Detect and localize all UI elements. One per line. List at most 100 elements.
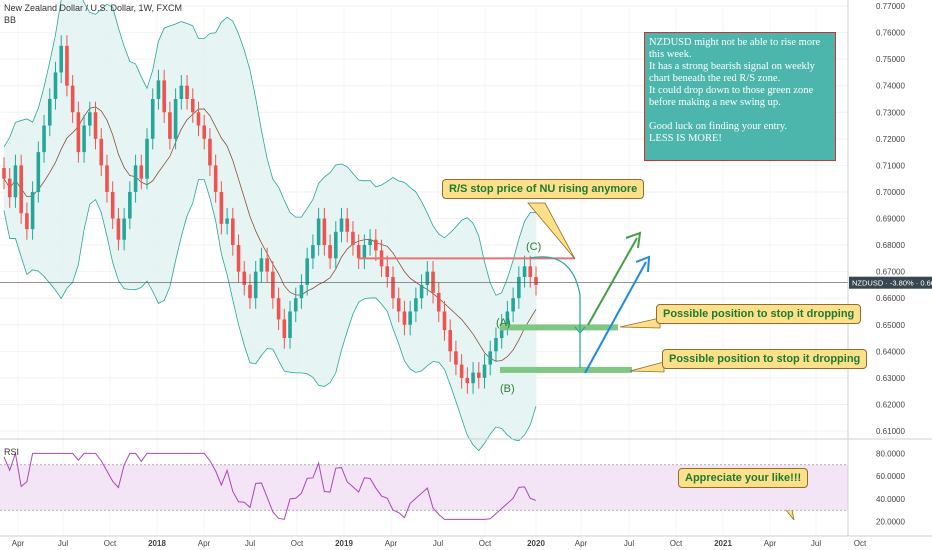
candle-body bbox=[88, 112, 92, 126]
price-tick-label: 0.71000 bbox=[876, 161, 905, 170]
candle-body bbox=[59, 45, 64, 73]
time-tick-label: Apr bbox=[575, 539, 588, 548]
candle-body bbox=[402, 311, 407, 325]
candle-body bbox=[271, 271, 275, 299]
candle-body bbox=[299, 284, 304, 299]
price-tick-label: 0.74000 bbox=[876, 82, 905, 91]
price-tag-label: NZDUSD · -3.80% · 0.66583 bbox=[852, 279, 932, 288]
time-tick-label: Jul bbox=[811, 539, 821, 548]
time-tick-label: Apr bbox=[764, 539, 777, 548]
position-callout-lower: Possible position to stop it dropping bbox=[662, 349, 868, 369]
candle-body bbox=[476, 372, 481, 378]
candle-body bbox=[213, 165, 218, 192]
candle-body bbox=[265, 258, 269, 272]
candle-body bbox=[99, 138, 104, 166]
wave-label-b: (B) bbox=[500, 383, 515, 395]
candle-body bbox=[465, 377, 470, 384]
candle-body bbox=[396, 298, 401, 312]
candle-body bbox=[419, 284, 424, 299]
bb-fill bbox=[4, 0, 536, 451]
candle-body bbox=[282, 319, 287, 339]
price-tick-label: 0.69000 bbox=[876, 215, 905, 224]
price-tick-label: 0.77000 bbox=[876, 2, 905, 11]
zone-lower bbox=[500, 366, 632, 373]
rsi-label[interactable]: RSI bbox=[4, 447, 20, 457]
time-axis[interactable]: Apr Jul Oct 2018 Apr Jul Oct 2019 Apr Jul Oct 2020 A… bbox=[0, 535, 932, 548]
candle-body bbox=[471, 372, 475, 384]
price-tick-label: 0.72000 bbox=[876, 135, 905, 144]
candle-body bbox=[128, 191, 132, 219]
rsi-tick-label: 40.0000 bbox=[876, 495, 905, 504]
rsi-tick-label: 80.0000 bbox=[876, 449, 905, 458]
candle-body bbox=[173, 98, 178, 139]
candle-body bbox=[436, 292, 441, 312]
candle-body bbox=[36, 152, 41, 192]
candle-body bbox=[70, 85, 75, 113]
time-tick-label: Apr bbox=[385, 539, 398, 548]
rsi-tick-label: 20.0000 bbox=[876, 518, 905, 527]
rs-callout: R/S stop price of NU rising anymore bbox=[442, 179, 645, 199]
time-tick-label: Apr bbox=[12, 539, 25, 548]
candle-body bbox=[139, 165, 144, 179]
candle-body bbox=[13, 165, 18, 198]
candle-body bbox=[162, 80, 166, 113]
candle-body bbox=[499, 324, 504, 339]
candle-body bbox=[311, 245, 315, 259]
price-tick-label: 0.63000 bbox=[876, 374, 905, 383]
analysis-note: NZDUSD might not be able to rise more th… bbox=[644, 32, 836, 161]
price-axis[interactable]: 0.77000 0.76000 0.75000 0.74000 0.73000 0.720… bbox=[847, 0, 932, 536]
candle-body bbox=[65, 45, 69, 86]
candle-body bbox=[185, 85, 189, 99]
candle-body bbox=[133, 165, 138, 192]
like-callout: Appreciate your like!!! bbox=[678, 468, 809, 488]
candle-body bbox=[82, 125, 86, 153]
time-tick-label: 2019 bbox=[335, 539, 353, 548]
candle-body bbox=[236, 245, 241, 272]
bb-upper bbox=[3, 0, 537, 296]
candle-body bbox=[293, 298, 298, 312]
chart-title: New Zealand Dollar / U.S. Dollar, 1W, FX… bbox=[4, 3, 183, 13]
candle-body bbox=[459, 364, 464, 378]
price-tick-label: 0.66000 bbox=[876, 294, 905, 303]
arrow-blue-line bbox=[584, 261, 647, 374]
candle-body bbox=[534, 276, 538, 285]
candle-body bbox=[328, 245, 332, 259]
time-tick-label: 2020 bbox=[527, 539, 545, 548]
price-tick-label: 0.68000 bbox=[876, 241, 905, 250]
candle-body bbox=[368, 239, 372, 246]
projection-curve bbox=[529, 256, 581, 368]
candle-body bbox=[305, 258, 309, 285]
candle-body bbox=[454, 351, 458, 365]
candle-body bbox=[168, 112, 172, 139]
rsi-axis: 80.0000 60.0000 40.0000 20.0000 bbox=[876, 449, 905, 526]
time-tick-label: Jul bbox=[245, 539, 255, 548]
candle-body bbox=[351, 231, 355, 246]
candle-body bbox=[225, 218, 229, 224]
candle-body bbox=[408, 311, 412, 325]
candle-body bbox=[2, 168, 6, 179]
time-tick-label: Apr bbox=[198, 539, 211, 548]
candle-body bbox=[53, 72, 58, 99]
arrow-green-head bbox=[625, 231, 642, 249]
price-tick-label: 0.64000 bbox=[876, 347, 905, 356]
candle-body bbox=[488, 351, 493, 365]
price-tick-label: 0.65000 bbox=[876, 321, 905, 330]
candle-body bbox=[179, 85, 184, 99]
rsi-line bbox=[3, 452, 537, 520]
indicator-label[interactable]: BB bbox=[4, 15, 17, 25]
price-tick-label: 0.76000 bbox=[876, 29, 905, 38]
projection-tick bbox=[574, 326, 586, 334]
candle-body bbox=[30, 191, 35, 230]
time-tick-label: Oct bbox=[479, 539, 492, 548]
candlestick-series[interactable] bbox=[2, 35, 538, 394]
candle-body bbox=[505, 311, 510, 325]
time-tick-label: Jul bbox=[58, 539, 68, 548]
candle-body bbox=[345, 218, 350, 232]
candle-body bbox=[511, 298, 515, 312]
candle-body bbox=[248, 284, 252, 299]
position-callout-upper: Possible position to stop it dropping bbox=[656, 304, 862, 324]
time-tick-label: Oct bbox=[104, 539, 117, 548]
candle-body bbox=[374, 239, 378, 251]
candle-body bbox=[517, 276, 521, 299]
candle-body bbox=[42, 125, 46, 153]
